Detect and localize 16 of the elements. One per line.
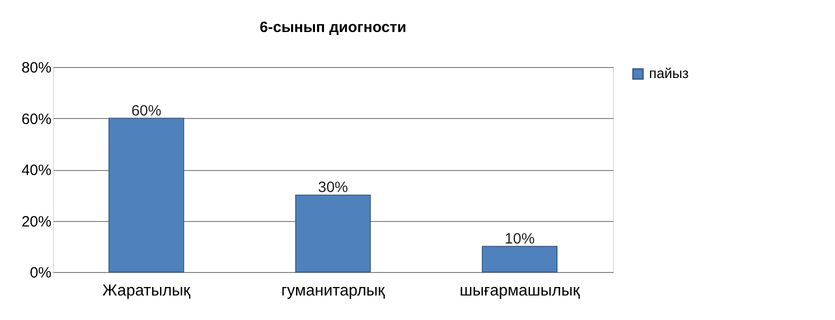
y-tick-label: 60% <box>21 110 52 128</box>
y-tick-label: 40% <box>21 162 52 179</box>
y-tick-label: 20% <box>21 213 52 230</box>
y-tick-label: 80% <box>21 60 52 76</box>
bar <box>482 246 558 272</box>
y-tick-label: 0% <box>30 264 52 282</box>
legend-label: пайыз <box>649 65 689 81</box>
x-tick-label: Жаратылық <box>102 282 192 300</box>
data-label: 60% <box>131 102 162 120</box>
x-tick-label: гуманитарлық <box>281 282 386 300</box>
bar <box>295 194 371 272</box>
bar <box>108 118 184 272</box>
data-label: 30% <box>318 179 348 196</box>
data-label: 10% <box>504 230 535 248</box>
chart-title: 6-сынып диогности <box>260 19 406 36</box>
x-tick-label: шығармашылық <box>460 282 581 300</box>
